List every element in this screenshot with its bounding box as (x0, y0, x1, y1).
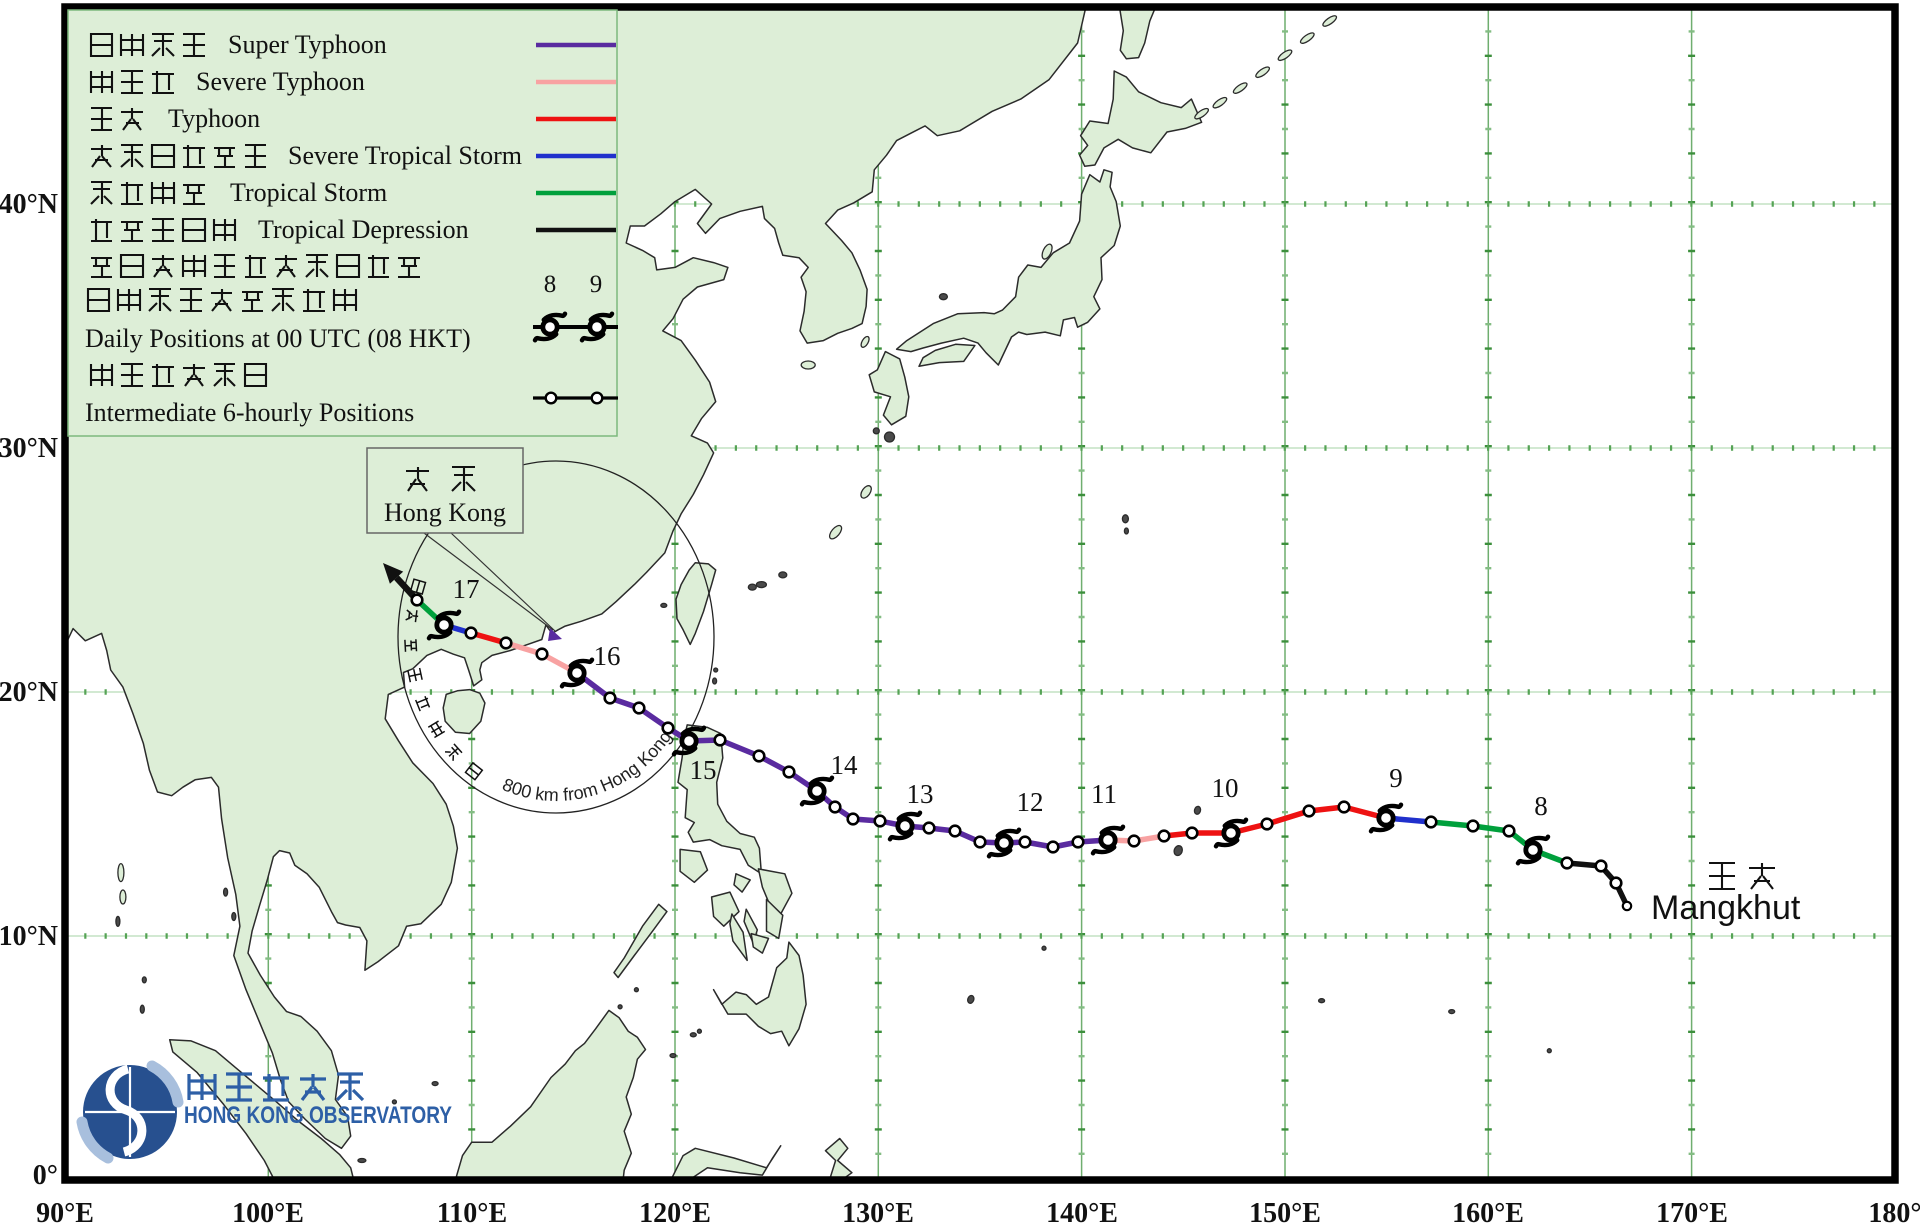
svg-text:Hong Kong: Hong Kong (384, 498, 506, 527)
svg-text:Mangkhut: Mangkhut (1651, 889, 1801, 927)
svg-text:0°: 0° (33, 1160, 58, 1191)
svg-text:9: 9 (590, 271, 603, 298)
svg-text:Severe Typhoon: Severe Typhoon (196, 67, 365, 96)
svg-text:30°N: 30°N (0, 433, 58, 464)
svg-text:8: 8 (544, 271, 557, 298)
svg-text:15: 15 (690, 755, 717, 785)
svg-text:16: 16 (594, 641, 621, 671)
svg-text:Intermediate 6-hourly Position: Intermediate 6-hourly Positions (85, 398, 414, 427)
svg-text:Daily Positions at 00 UTC (08: Daily Positions at 00 UTC (08 HKT) (85, 324, 471, 353)
svg-text:Tropical Depression: Tropical Depression (258, 215, 469, 244)
svg-text:10: 10 (1212, 773, 1239, 803)
svg-text:14: 14 (831, 750, 859, 780)
svg-text:13: 13 (907, 779, 934, 809)
svg-text:180°: 180° (1868, 1198, 1920, 1229)
svg-text:9: 9 (1389, 763, 1403, 793)
svg-text:Severe Tropical Storm: Severe Tropical Storm (288, 141, 522, 170)
svg-text:130°E: 130°E (842, 1198, 914, 1229)
svg-text:100°E: 100°E (232, 1198, 304, 1229)
svg-text:170°E: 170°E (1656, 1198, 1728, 1229)
svg-text:40°N: 40°N (0, 189, 58, 220)
svg-text:Typhoon: Typhoon (168, 104, 260, 133)
svg-text:110°E: 110°E (437, 1198, 507, 1229)
svg-text:17: 17 (453, 574, 480, 604)
svg-text:20°N: 20°N (0, 677, 58, 708)
svg-text:90°E: 90°E (36, 1198, 94, 1229)
svg-text:10°N: 10°N (0, 921, 58, 952)
svg-text:160°E: 160°E (1452, 1198, 1524, 1229)
svg-text:120°E: 120°E (639, 1198, 711, 1229)
svg-text:8: 8 (1534, 791, 1548, 821)
svg-text:Super Typhoon: Super Typhoon (228, 30, 387, 59)
svg-text:11: 11 (1091, 779, 1117, 809)
svg-text:140°E: 140°E (1046, 1198, 1118, 1229)
svg-text:150°E: 150°E (1249, 1198, 1321, 1229)
svg-text:Tropical Storm: Tropical Storm (230, 178, 387, 207)
svg-text:HONG KONG OBSERVATORY: HONG KONG OBSERVATORY (184, 1102, 452, 1129)
svg-text:12: 12 (1017, 787, 1044, 817)
